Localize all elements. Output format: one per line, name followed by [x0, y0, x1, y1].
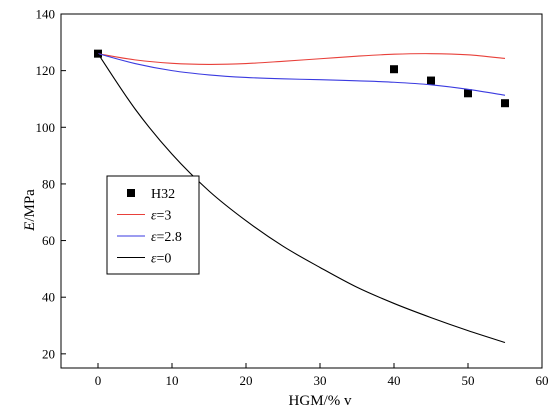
x-ticks: 0 10 20 30 40 50 60 — [95, 363, 549, 388]
legend-label-variable: ε — [151, 252, 157, 267]
y-axis-label-variable: E — [22, 222, 38, 232]
x-axis-label: HGM/% v — [289, 393, 352, 409]
x-tick-label: 30 — [314, 373, 327, 388]
y-tick-label: 20 — [42, 346, 55, 361]
y-tick-label: 40 — [42, 290, 55, 305]
legend-label-value: =2.8 — [157, 230, 182, 245]
y-ticks: 20 40 60 80 100 120 140 — [36, 7, 66, 361]
series-line-3 — [97, 53, 506, 344]
x-tick-label: 60 — [536, 373, 549, 388]
y-tick-label: 140 — [36, 7, 56, 22]
y-tick-label: 100 — [36, 120, 56, 135]
y-tick-label: 80 — [42, 176, 55, 191]
y-axis-label: E/MPa — [22, 189, 38, 232]
x-tick-label: 40 — [388, 373, 401, 388]
legend-marker — [127, 189, 135, 197]
legend-label: ε=0 — [151, 252, 171, 267]
x-tick-label: 0 — [95, 373, 102, 388]
legend-label: ε=3 — [151, 209, 171, 224]
legend-label-variable: ε — [151, 230, 157, 245]
scatter-point — [390, 65, 398, 74]
scatter-point — [464, 89, 472, 98]
legend-label: H32 — [151, 187, 175, 202]
x-tick-label: 50 — [462, 373, 475, 388]
scatter-point — [94, 49, 102, 58]
legend-label-value: =0 — [157, 252, 172, 267]
scatter-point — [501, 99, 509, 108]
series-layer — [94, 49, 509, 344]
legend-label-variable: ε — [151, 209, 157, 224]
plot-axes — [60, 13, 543, 369]
x-tick-label: 10 — [166, 373, 179, 388]
y-axis-label-unit: /MPa — [22, 189, 38, 222]
legend-label: ε=2.8 — [151, 230, 182, 245]
series-line-2 — [97, 53, 506, 96]
legend-label-value: =3 — [157, 209, 172, 224]
x-tick-label: 20 — [240, 373, 253, 388]
y-tick-label: 60 — [42, 233, 55, 248]
plot-frame — [60, 13, 543, 369]
scatter-point — [427, 76, 435, 85]
series-line-1 — [97, 53, 506, 65]
y-tick-label: 120 — [36, 63, 56, 78]
